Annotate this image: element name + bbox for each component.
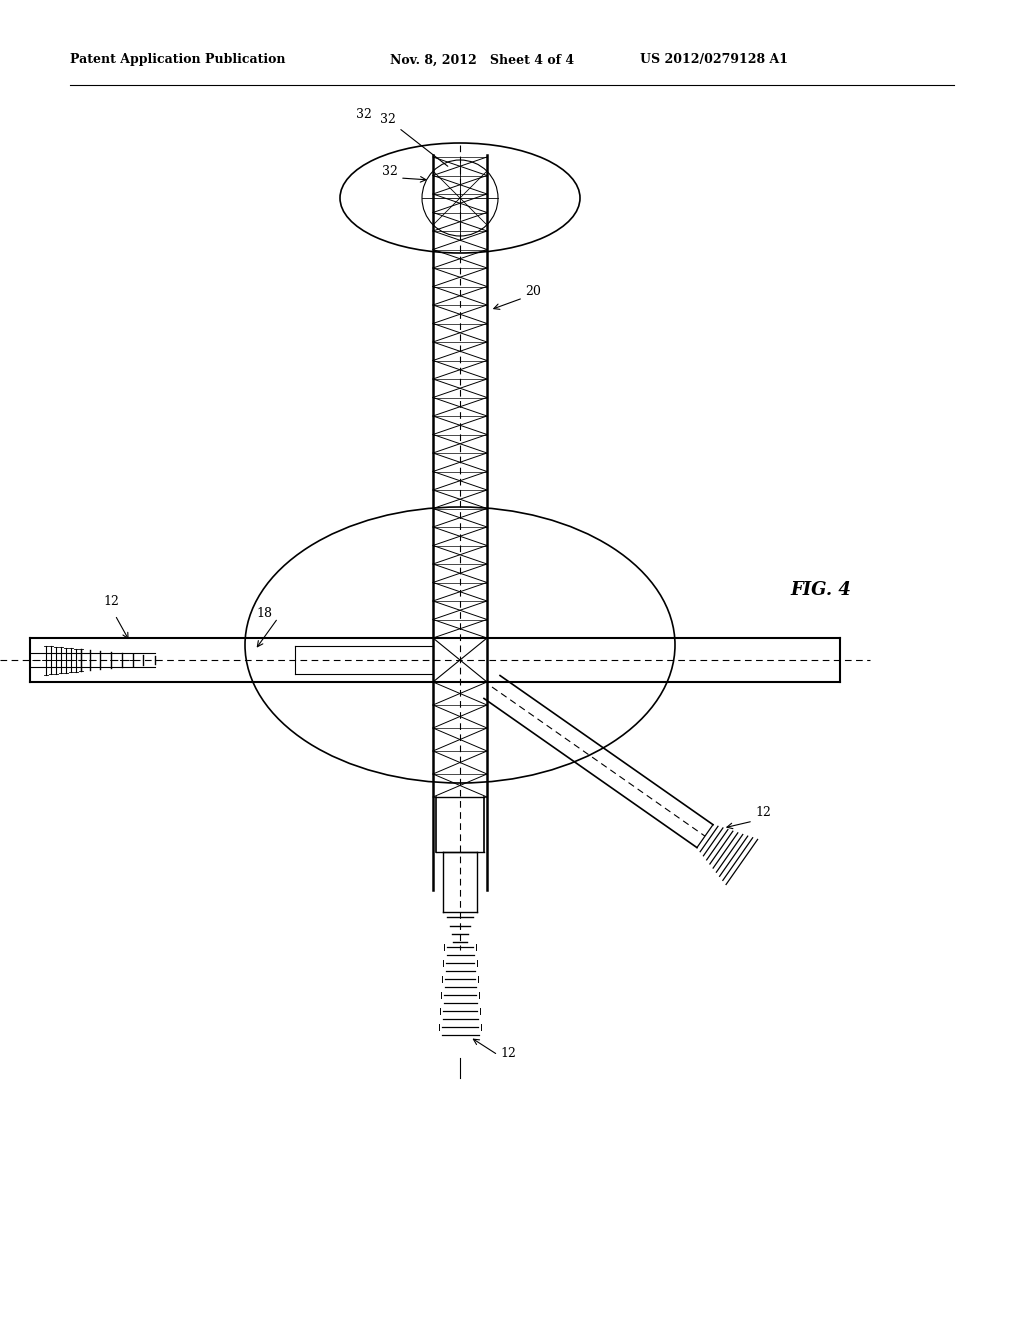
Text: 12: 12	[103, 595, 119, 609]
Text: 32: 32	[382, 165, 398, 178]
Text: 18: 18	[256, 607, 272, 620]
Text: 12: 12	[755, 807, 771, 820]
Text: Nov. 8, 2012   Sheet 4 of 4: Nov. 8, 2012 Sheet 4 of 4	[390, 54, 574, 66]
Text: Patent Application Publication: Patent Application Publication	[70, 54, 286, 66]
Text: 32: 32	[356, 108, 372, 121]
Text: 12: 12	[500, 1047, 516, 1060]
Text: 32: 32	[380, 114, 447, 166]
Text: US 2012/0279128 A1: US 2012/0279128 A1	[640, 54, 788, 66]
Text: 20: 20	[525, 285, 541, 298]
Text: FIG. 4: FIG. 4	[790, 581, 851, 599]
